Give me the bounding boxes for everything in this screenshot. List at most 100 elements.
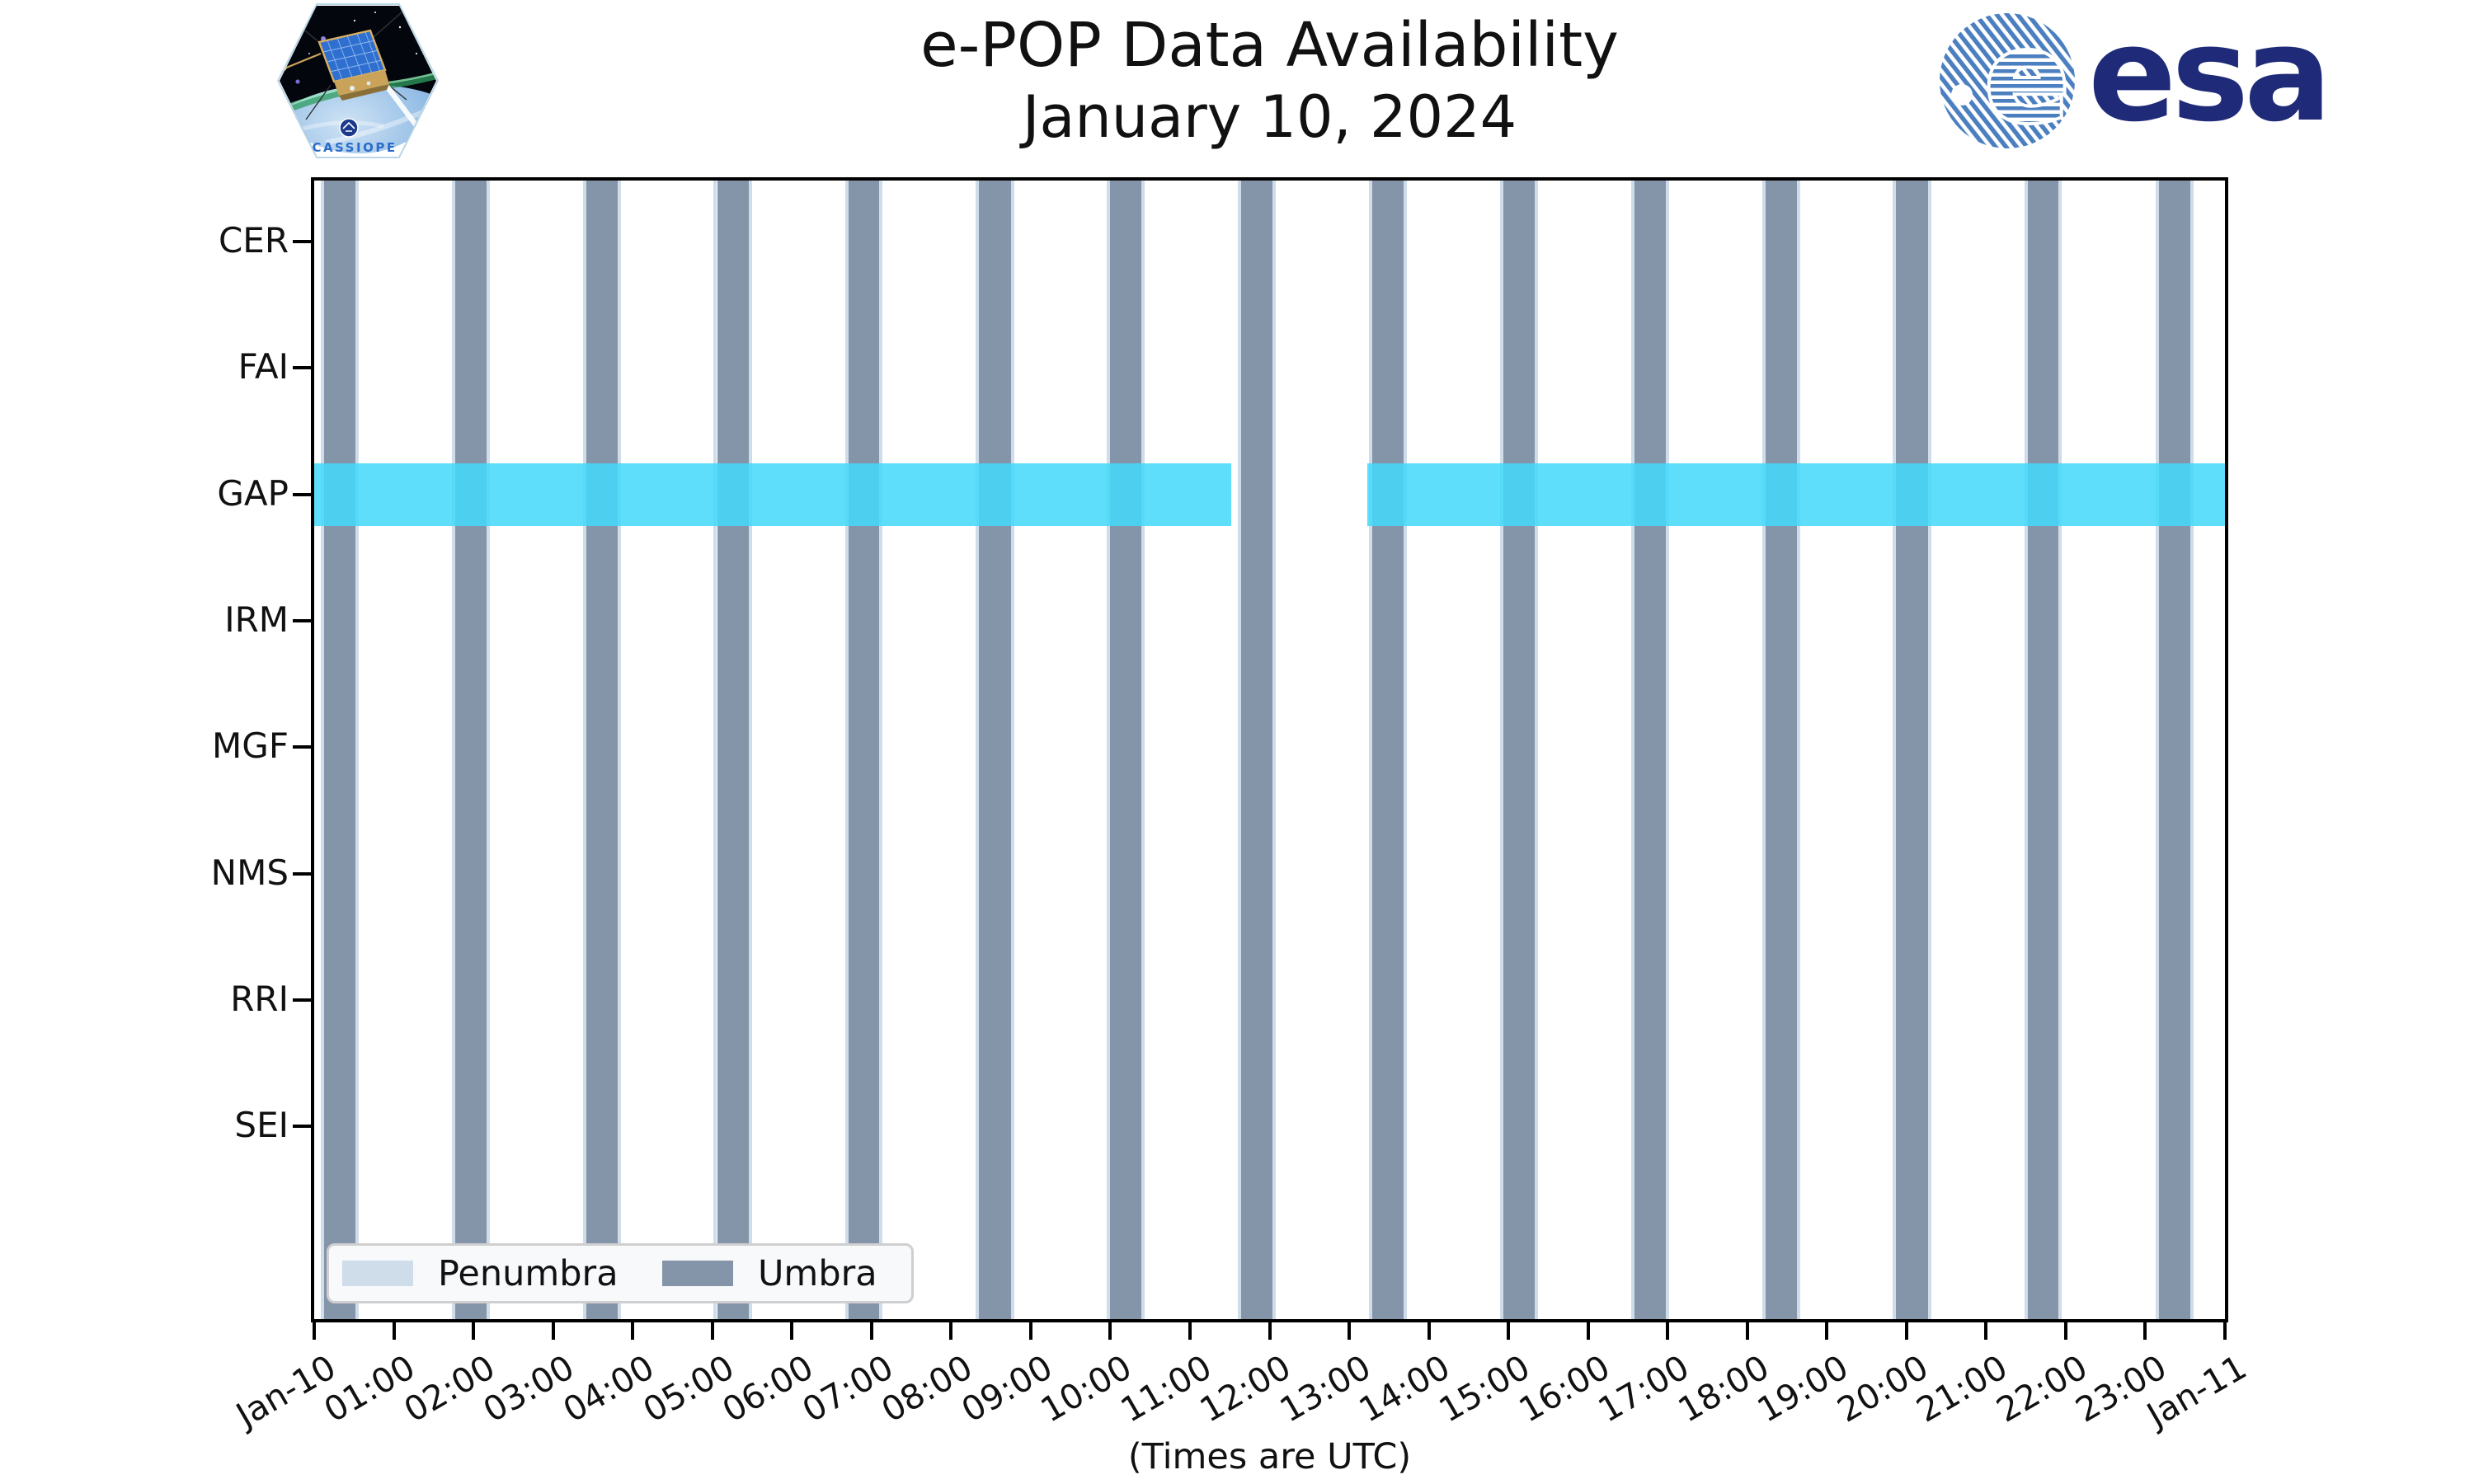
umbra-span — [848, 181, 880, 1319]
penumbra-span — [2058, 181, 2062, 1319]
chart-title: e-POP Data Availability — [920, 10, 1619, 81]
x-tick-label: 06:00 — [715, 1347, 821, 1430]
patch-emblem-mark — [342, 121, 355, 132]
x-tick-label: 23:00 — [2069, 1347, 2174, 1430]
penumbra-span — [1534, 181, 1538, 1319]
x-tick-label: 01:00 — [317, 1347, 422, 1430]
penumbra-span — [2189, 181, 2194, 1319]
umbra-span — [717, 181, 750, 1319]
x-tick — [1904, 1322, 1908, 1340]
penumbra-span — [451, 181, 455, 1319]
x-tick-label: Jan-11 — [2140, 1347, 2253, 1435]
availability-bar-gap — [1367, 463, 2225, 526]
x-tick — [1745, 1322, 1749, 1340]
legend-entry-umbra: Umbra — [661, 1253, 898, 1294]
y-tick — [293, 1125, 311, 1129]
y-tick — [293, 366, 311, 370]
legend-box: Penumbra Umbra — [327, 1243, 914, 1303]
esa-globe-dot — [1951, 84, 1973, 106]
star-icon — [353, 19, 356, 22]
y-tick-label-gap: GAP — [217, 472, 289, 514]
umbra-span — [1240, 181, 1273, 1319]
x-tick-label: 08:00 — [875, 1347, 980, 1430]
penumbra-span — [617, 181, 621, 1319]
penumbra-span — [355, 181, 360, 1319]
cassiope-patch-logo: CASSIOPE — [276, 3, 440, 158]
star-icon — [415, 52, 418, 55]
umbra-span — [454, 181, 487, 1319]
x-tick — [472, 1322, 476, 1340]
patch-satellite — [282, 12, 418, 128]
availability-bar-gap — [314, 463, 1232, 526]
penumbra-span — [1107, 181, 1111, 1319]
x-tick-label: 15:00 — [1432, 1347, 1537, 1430]
x-tick-label: Jan-10 — [229, 1347, 342, 1435]
penumbra-span — [583, 181, 587, 1319]
x-tick-label: 07:00 — [795, 1347, 900, 1430]
y-tick-label-nms: NMS — [210, 852, 289, 893]
penumbra-span — [879, 181, 883, 1319]
esa-globe-stripes — [1940, 13, 2075, 148]
x-tick-label: 17:00 — [1591, 1347, 1696, 1430]
patch-emblem-icon — [339, 118, 359, 138]
esa-globe-icon: e — [1940, 10, 2075, 152]
x-axis-note: (Times are UTC) — [1127, 1436, 1412, 1477]
esa-logo-text: esa — [2088, 0, 2332, 151]
penumbra-span — [844, 181, 849, 1319]
penumbra-span — [1500, 181, 1504, 1319]
penumbra-span — [320, 181, 324, 1319]
y-tick — [293, 745, 311, 749]
y-tick-label-mgf: MGF — [212, 726, 289, 767]
x-tick — [1666, 1322, 1670, 1340]
umbra-span — [2027, 181, 2059, 1319]
y-tick-label-fai: FAI — [238, 346, 289, 387]
penumbra-span — [1666, 181, 1670, 1319]
x-tick-label: 10:00 — [1034, 1347, 1139, 1430]
x-tick — [2143, 1322, 2147, 1340]
penumbra-span — [2155, 181, 2159, 1319]
x-tick — [710, 1322, 714, 1340]
umbra-span — [586, 181, 618, 1319]
legend-entry-penumbra: Penumbra — [342, 1253, 639, 1294]
y-tick — [293, 871, 311, 876]
penumbra-span — [1403, 181, 1407, 1319]
x-tick — [1108, 1322, 1112, 1340]
umbra-span — [2158, 181, 2190, 1319]
penumbra-span — [2024, 181, 2028, 1319]
penumbra-swatch — [342, 1261, 413, 1286]
x-tick — [1984, 1322, 1988, 1340]
umbra-swatch — [661, 1261, 733, 1286]
umbra-span — [1110, 181, 1142, 1319]
penumbra-span — [486, 181, 490, 1319]
umbra-span — [1896, 181, 1928, 1319]
umbra-span — [979, 181, 1011, 1319]
umbra-span — [1503, 181, 1535, 1319]
chart-title-block: e-POP Data Availability January 10, 2024 — [311, 8, 2228, 153]
x-tick-label: 13:00 — [1272, 1347, 1378, 1430]
x-tick — [869, 1322, 873, 1340]
x-tick-label: 22:00 — [1989, 1347, 2094, 1430]
x-tick — [1268, 1322, 1272, 1340]
penumbra-span — [1761, 181, 1766, 1319]
y-tick-label-cer: CER — [218, 220, 289, 261]
x-tick — [1507, 1322, 1511, 1340]
x-tick-label: 21:00 — [1910, 1347, 2015, 1430]
x-tick-label: 14:00 — [1352, 1347, 1457, 1430]
x-tick — [2063, 1322, 2067, 1340]
x-tick-label: 02:00 — [397, 1347, 502, 1430]
star-icon — [398, 26, 402, 29]
penumbra-span — [1237, 181, 1241, 1319]
x-tick — [392, 1322, 396, 1340]
esa-globe-e: e — [1985, 10, 2069, 150]
y-tick — [293, 240, 311, 243]
x-tick — [790, 1322, 794, 1340]
plot-area — [311, 177, 2228, 1322]
x-tick-label: 05:00 — [636, 1347, 741, 1430]
star-icon — [374, 12, 376, 13]
patch-clouds — [325, 109, 426, 145]
cassiope-patch-text: CASSIOPE — [312, 140, 397, 155]
y-tick-label-irm: IRM — [224, 599, 289, 640]
x-tick — [1028, 1322, 1032, 1340]
chart-subtitle: January 10, 2024 — [1022, 83, 1517, 152]
